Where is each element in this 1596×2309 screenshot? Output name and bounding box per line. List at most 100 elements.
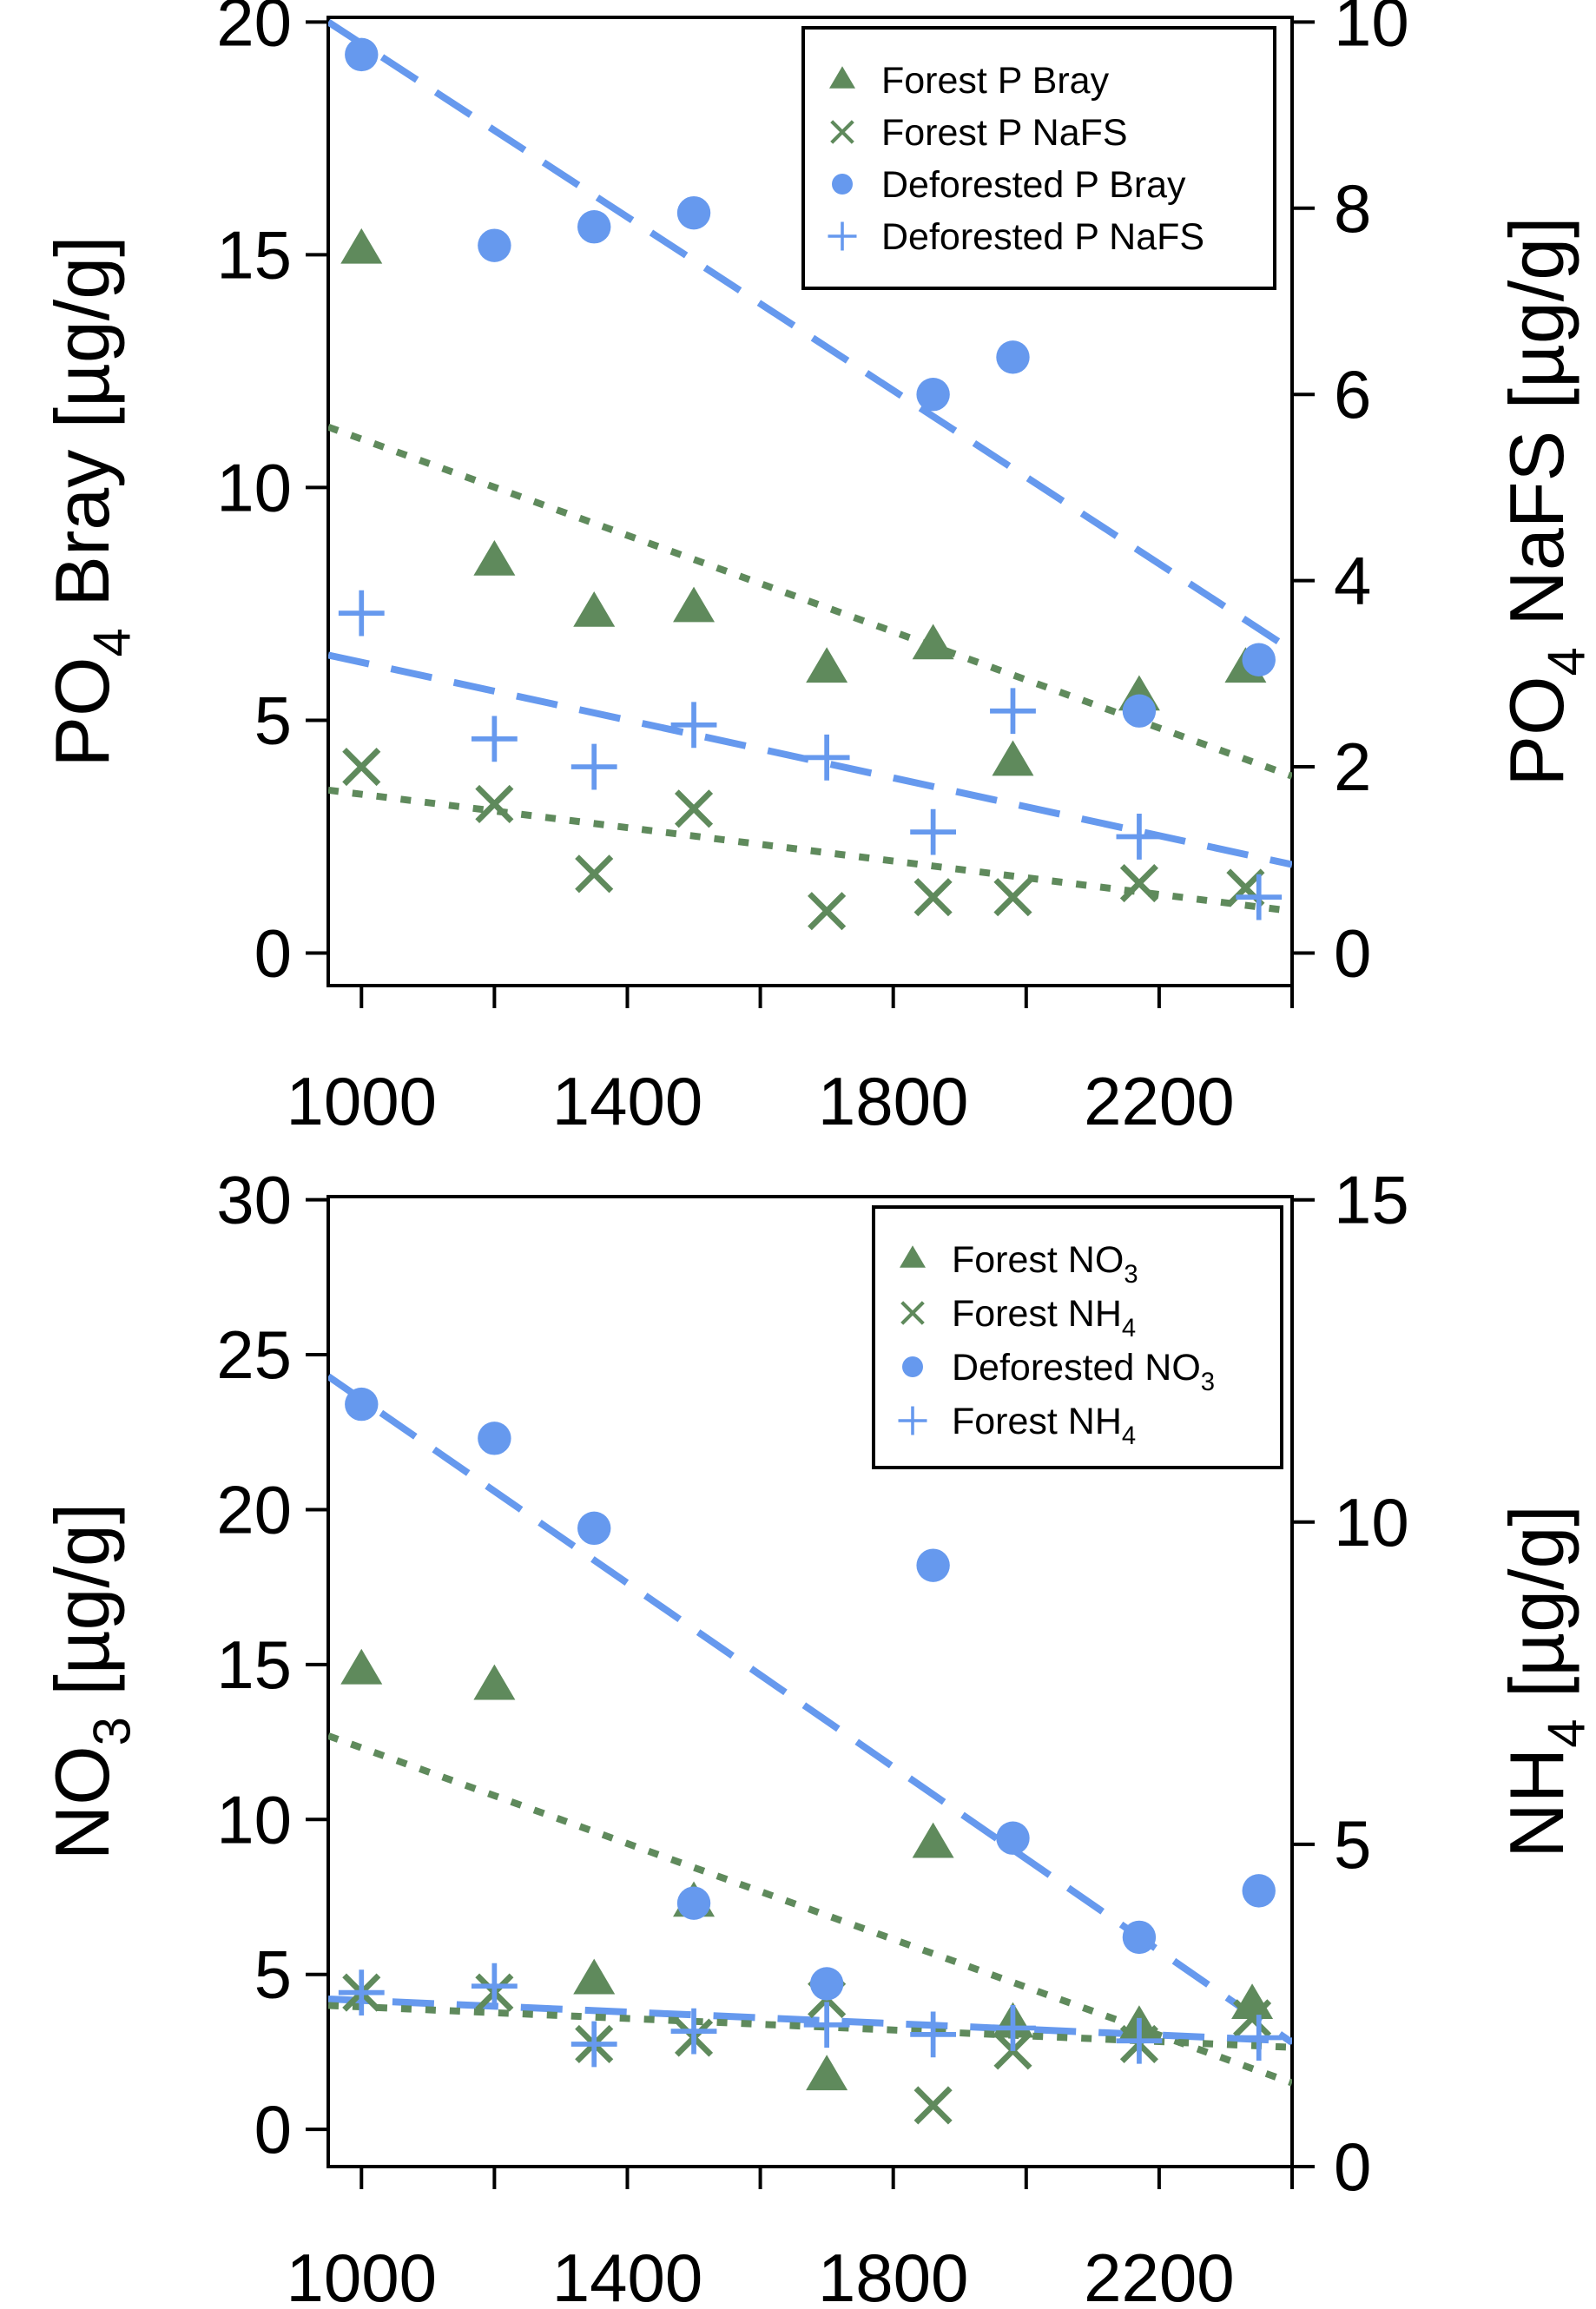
bottom-legend-marker-plus-forest-nh4 [898, 1406, 927, 1435]
bottom-point-plus-forest-nh4-2 [570, 2021, 617, 2068]
top-point-triangle-forest-p-bray-6 [992, 740, 1034, 776]
top-y2-tick-label-2: 2 [1334, 729, 1371, 805]
bottom-legend-label-circle-deforested-no3: Deforested NO3 [952, 1347, 1215, 1396]
top-legend-label-circle-deforested-p-bray: Deforested P Bray [881, 164, 1186, 206]
top-legend-label-x-forest-p-nafs: Forest P NaFS [881, 112, 1128, 154]
top-plot-frame [326, 16, 1294, 987]
bottom-x-tick-label-1800: 1800 [818, 2240, 969, 2309]
bottom-point-plus-forest-nh4-1 [471, 1963, 518, 2009]
top-legend-marker-plus-deforested-p-nafs [828, 221, 857, 251]
bottom-points [338, 1387, 1283, 2125]
top-legend-marker-circle-deforested-p-bray [832, 174, 853, 195]
bottom-legend-label-plus-forest-nh4: Forest NH4 [952, 1401, 1136, 1450]
top-point-x-forest-p-nafs-7 [1119, 864, 1158, 903]
bottom-point-circle-deforested-no3-3 [676, 1886, 711, 1920]
top-legend: Forest P Bray Forest P NaFS Deforested P B… [801, 26, 1276, 290]
top-point-plus-deforested-p-nafs-2 [570, 743, 617, 790]
bottom-point-circle-deforested-no3-0 [345, 1387, 379, 1422]
bottom-y-tick-label-0: 0 [254, 2091, 292, 2167]
top-legend-marker-x-forest-p-nafs [830, 120, 854, 144]
bottom-point-circle-deforested-no3-7 [1122, 1920, 1157, 1955]
top-point-x-forest-p-nafs-5 [913, 878, 953, 917]
bottom-point-plus-forest-nh4-0 [338, 1969, 385, 2016]
top-point-x-forest-p-nafs-4 [808, 892, 847, 931]
bottom-legend-label-x-forest-nh4: Forest NH4 [952, 1293, 1136, 1343]
top-legend-marker-triangle-forest-p-bray [829, 66, 855, 89]
top-x-tick-label-2200: 2200 [1084, 1063, 1235, 1139]
bottom-point-plus-forest-nh4-5 [910, 2011, 957, 2058]
top-y-tick-label-10: 10 [216, 449, 292, 525]
top-point-plus-deforested-p-nafs-4 [803, 734, 850, 781]
bottom-point-triangle-forest-no3-5 [912, 1822, 954, 1858]
top-point-circle-deforested-p-bray-7 [1242, 643, 1276, 676]
top-point-x-forest-p-nafs-2 [575, 854, 614, 894]
top-y2-tick-label-0: 0 [1334, 914, 1371, 991]
top-y2-tick-label-8: 8 [1334, 170, 1371, 247]
bottom-y2-tick-label-10: 10 [1334, 1484, 1409, 1560]
bottom-x-tick-label-1400: 1400 [552, 2240, 703, 2309]
bottom-point-circle-deforested-no3-1 [478, 1422, 511, 1455]
top-point-triangle-forest-p-bray-0 [340, 228, 383, 264]
top-point-circle-deforested-p-bray-1 [478, 228, 511, 262]
bottom-panel: 1000 1400 1800 2200 0 5 10 15 20 25 30 0 5 10 15 NO3 [µ… [39, 1162, 1596, 2309]
bottom-y2-tick-label-15: 15 [1334, 1162, 1409, 1238]
bottom-y2-tick-label-0: 0 [1334, 2128, 1371, 2205]
bottom-y-tick-label-15: 15 [216, 1626, 292, 1703]
top-points [338, 37, 1283, 931]
bottom-y-tick-label-25: 25 [216, 1316, 292, 1393]
bottom-point-plus-forest-nh4-8 [1236, 2015, 1283, 2061]
bottom-point-circle-deforested-no3-6 [996, 1821, 1030, 1855]
bottom-point-triangle-forest-no3-1 [473, 1664, 516, 1700]
top-legend-label-triangle-forest-p-bray: Forest P Bray [881, 60, 1110, 102]
bottom-point-x-forest-nh4-5 [913, 2086, 953, 2125]
top-point-triangle-forest-p-bray-4 [806, 647, 848, 683]
bottom-y-tick-label-10: 10 [216, 1781, 292, 1857]
top-trendline-deforested-p-nafs [328, 651, 1292, 868]
bottom-point-plus-forest-nh4-4 [803, 2002, 850, 2048]
top-point-x-forest-p-nafs-1 [475, 784, 514, 823]
top-point-circle-deforested-p-bray-3 [676, 195, 711, 230]
bottom-point-plus-forest-nh4-3 [670, 2008, 717, 2055]
top-point-circle-deforested-p-bray-2 [577, 210, 611, 244]
top-legend-label-plus-deforested-p-nafs: Deforested P NaFS [881, 216, 1204, 258]
top-panel: 1000 1400 1800 2200 0 5 10 15 20 0 2 4 6 8 10 PO4 Bray … [39, 0, 1596, 1139]
bottom-x-tick-label-1000: 1000 [287, 2240, 438, 2309]
bottom-y-tick-label-20: 20 [216, 1471, 292, 1547]
bottom-y-tick-label-30: 30 [216, 1162, 292, 1238]
bottom-y2-tick-label-5: 5 [1334, 1806, 1371, 1883]
top-y2-tick-label-10: 10 [1334, 0, 1409, 60]
top-legend-box [801, 26, 1276, 290]
bottom-point-x-forest-nh4-8 [1233, 1999, 1272, 2038]
top-y-axis-title: PO4 Bray [µg/g] [39, 235, 142, 767]
bottom-legend-box [872, 1205, 1283, 1469]
bottom-trendlines [328, 1373, 1292, 2087]
top-point-triangle-forest-p-bray-1 [473, 539, 516, 576]
bottom-point-circle-deforested-no3-5 [916, 1548, 950, 1582]
top-y2-axis-title: PO4 NaFS [µg/g] [1494, 216, 1596, 786]
bottom-y-tick-label-5: 5 [254, 1936, 292, 2013]
top-y-tick-label-5: 5 [254, 682, 292, 758]
bottom-x-tick-label-2200: 2200 [1084, 2240, 1235, 2309]
top-point-circle-deforested-p-bray-4 [916, 378, 950, 412]
bottom-point-triangle-forest-no3-4 [806, 2055, 848, 2091]
top-x-tick-label-1000: 1000 [287, 1063, 438, 1139]
top-point-circle-deforested-p-bray-6 [1122, 694, 1157, 728]
top-point-plus-deforested-p-nafs-6 [990, 688, 1036, 735]
top-y-tick-label-0: 0 [254, 914, 292, 991]
top-point-plus-deforested-p-nafs-1 [471, 716, 518, 762]
bottom-point-triangle-forest-no3-2 [573, 1958, 616, 1995]
top-x-tick-label-1400: 1400 [552, 1063, 703, 1139]
bottom-y2-axis-title: NH4 [µg/g] [1494, 1505, 1596, 1858]
top-point-plus-deforested-p-nafs-0 [338, 590, 385, 637]
top-point-x-forest-p-nafs-0 [342, 747, 381, 787]
bottom-plot-frame [326, 1195, 1294, 2168]
top-y2-tick-label-6: 6 [1334, 356, 1371, 432]
top-point-circle-deforested-p-bray-0 [345, 37, 379, 72]
bottom-legend-marker-triangle-forest-no3 [900, 1245, 926, 1268]
top-point-triangle-forest-p-bray-2 [573, 590, 616, 627]
bottom-point-plus-forest-nh4-7 [1116, 2017, 1163, 2064]
top-point-plus-deforested-p-nafs-7 [1116, 814, 1163, 860]
top-point-circle-deforested-p-bray-5 [996, 340, 1030, 374]
